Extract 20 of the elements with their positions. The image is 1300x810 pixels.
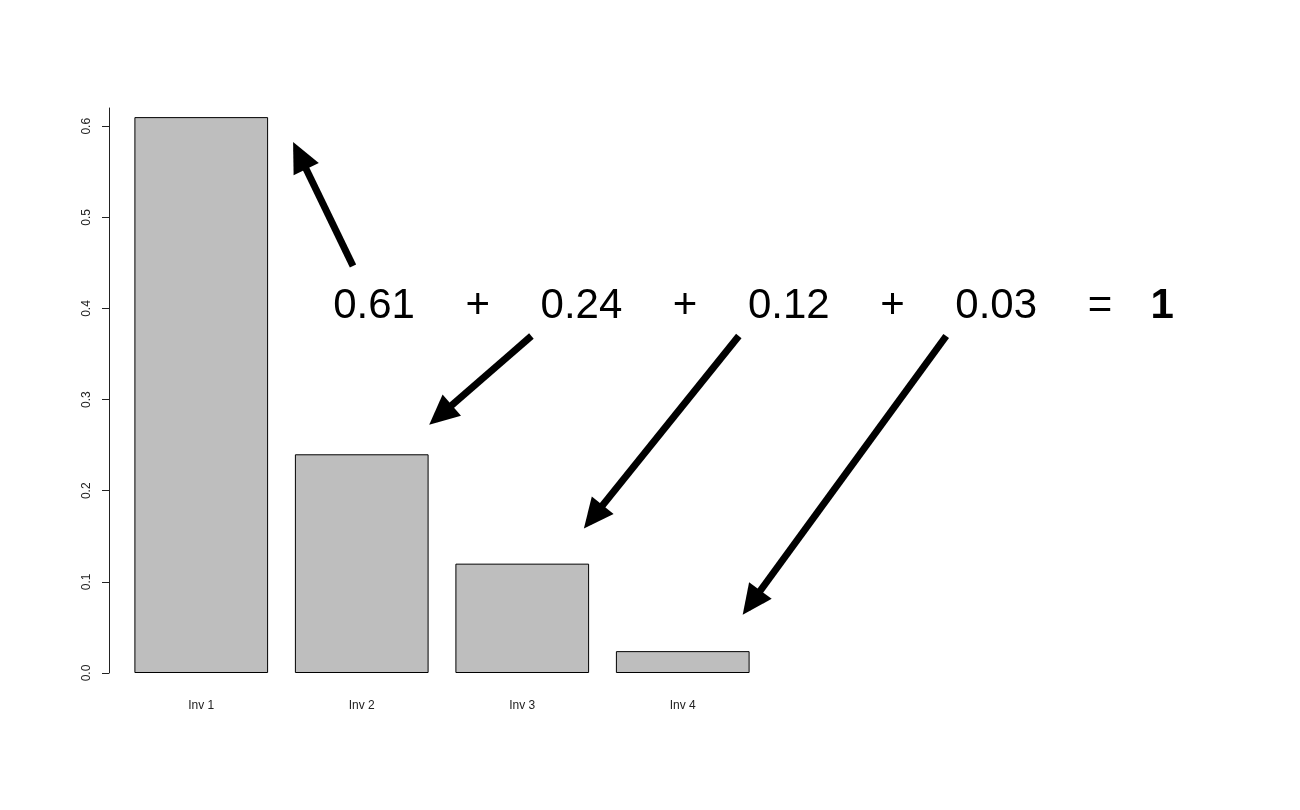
y-tick-label: 0.2 xyxy=(79,482,93,500)
text: 0.03 xyxy=(955,279,1038,327)
y-tick-label: 0.1 xyxy=(79,573,93,591)
y-tick-label: 0.4 xyxy=(79,299,93,317)
annotation: 0.61 xyxy=(333,279,415,327)
annotation: + xyxy=(672,279,698,327)
y-tick-label: 0.6 xyxy=(79,117,93,135)
x-tick-label: Inv 4 xyxy=(669,698,697,712)
text: = xyxy=(1087,279,1113,327)
x-tick-label: Inv 1 xyxy=(188,698,215,712)
x-tick-label: Inv 2 xyxy=(348,698,376,712)
text: + xyxy=(880,279,905,327)
text: 1 xyxy=(1150,279,1174,327)
x-tick-label: Inv 3 xyxy=(509,698,536,712)
annotation: + xyxy=(465,279,490,327)
annotation: 0.12 xyxy=(747,279,830,327)
y-tick-label: 0.5 xyxy=(79,208,93,226)
y-tick-label: 0.3 xyxy=(79,390,93,408)
y-tick-label: 0.0 xyxy=(79,664,93,682)
annotation: 0.24 xyxy=(540,279,623,327)
